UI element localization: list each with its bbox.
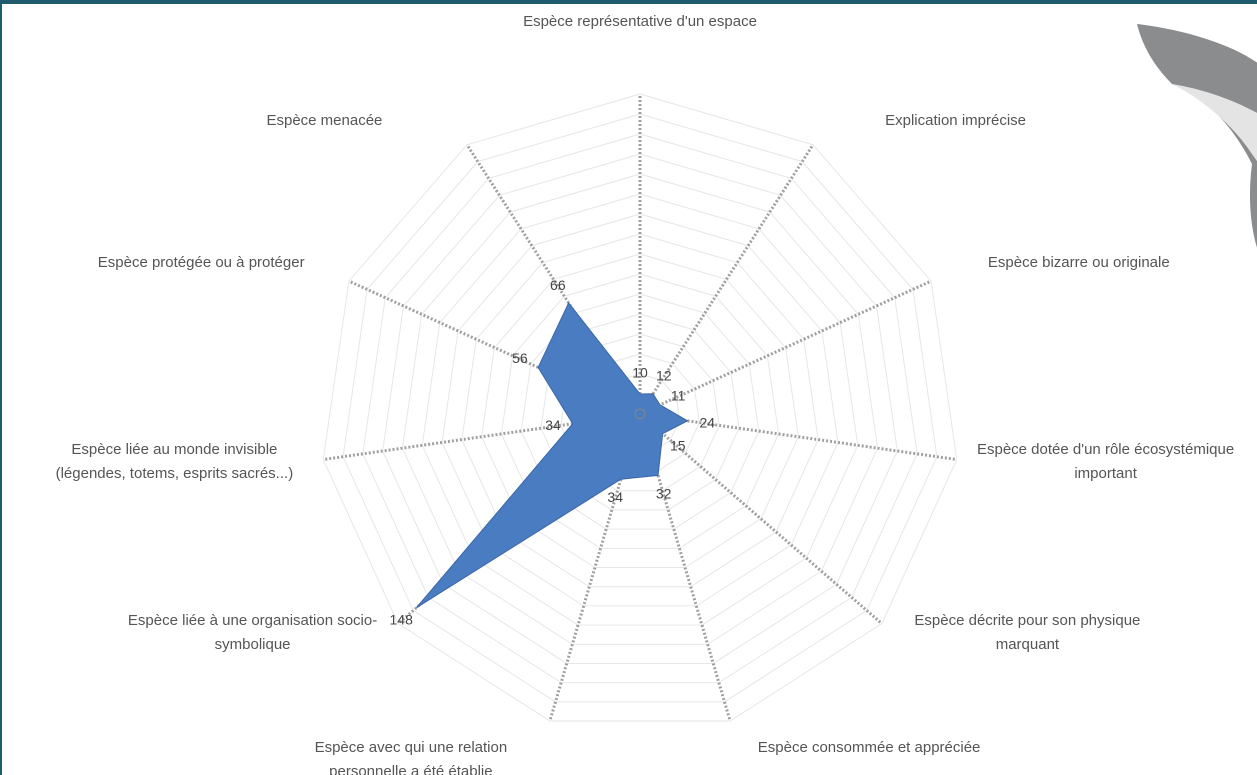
value-label: 56 — [512, 350, 528, 366]
category-label: Espèce liée au monde invisible (légendes… — [39, 438, 309, 486]
category-label: Espèce consommée et appréciée — [734, 736, 1004, 760]
page: 10 12 11 24 15 32 34 148 34 56 66 Espèce représent… — [0, 0, 1257, 775]
value-label: 15 — [670, 437, 686, 453]
value-label: 11 — [671, 387, 686, 403]
value-label: 34 — [607, 489, 623, 505]
category-label: Espèce bizarre ou originale — [944, 251, 1214, 275]
value-label: 12 — [656, 368, 672, 384]
category-label: Espèce menacée — [189, 109, 459, 133]
value-label: 148 — [390, 612, 414, 628]
shark-illustration — [1137, 24, 1257, 254]
value-label: 32 — [656, 485, 672, 501]
category-label: Espèce représentative d'un espace — [505, 10, 775, 34]
value-label: 24 — [700, 414, 716, 430]
value-label: 66 — [550, 277, 566, 293]
value-label: 10 — [632, 365, 648, 381]
category-label: Espèce dotée d'un rôle écosystémique imp… — [971, 438, 1241, 486]
category-label: Explication imprécise — [821, 109, 1091, 133]
value-label: 34 — [545, 417, 561, 433]
category-label: Espèce décrite pour son physique marquan… — [892, 609, 1162, 657]
category-label: Espèce protégée ou à protéger — [66, 251, 336, 275]
category-label: Espèce avec qui une relation personnelle… — [276, 736, 546, 775]
category-label: Espèce liée à une organisation socio-sym… — [118, 609, 388, 657]
